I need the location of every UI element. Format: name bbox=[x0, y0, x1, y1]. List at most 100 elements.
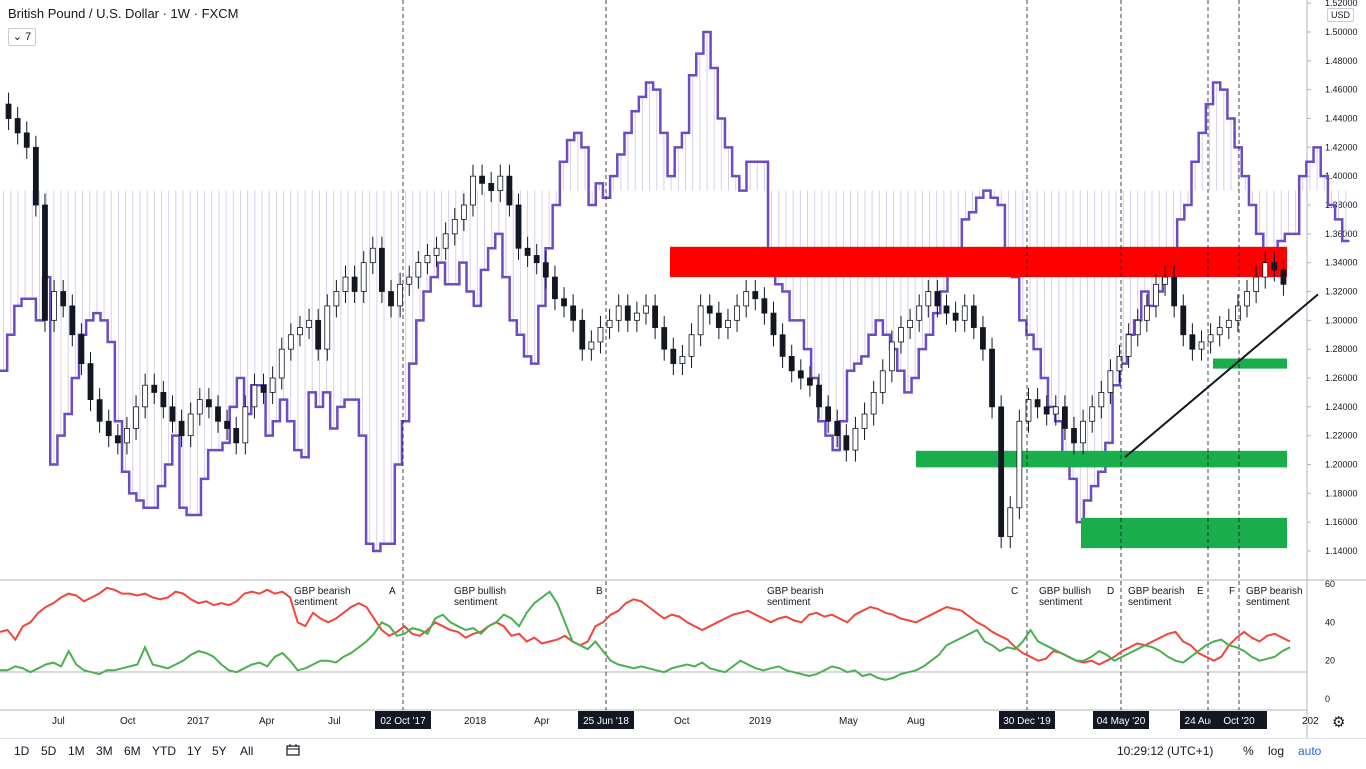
price-tick: 1.30000 bbox=[1325, 315, 1358, 325]
auto-toggle[interactable]: auto bbox=[1298, 744, 1322, 758]
log-toggle[interactable]: log bbox=[1268, 744, 1285, 758]
candle bbox=[1134, 319, 1141, 336]
time-tick: May bbox=[839, 716, 858, 727]
price-tick: 1.32000 bbox=[1325, 287, 1358, 297]
candle bbox=[215, 406, 221, 422]
candle bbox=[5, 103, 12, 119]
candle bbox=[233, 428, 240, 444]
candle bbox=[23, 132, 30, 148]
candle bbox=[1162, 276, 1168, 285]
candle bbox=[388, 291, 394, 307]
price-tick: 1.46000 bbox=[1325, 85, 1358, 95]
percent-toggle[interactable]: % bbox=[1243, 744, 1254, 758]
zone-support-2 bbox=[916, 450, 1287, 468]
timeframe-all[interactable]: All bbox=[240, 744, 254, 758]
osc-tick: 20 bbox=[1325, 656, 1335, 666]
candle bbox=[606, 319, 613, 328]
zone-support-3 bbox=[1081, 517, 1287, 549]
annotation-text: GBP bullish bbox=[1039, 586, 1091, 597]
candle bbox=[715, 312, 722, 328]
candle bbox=[69, 305, 76, 336]
candle bbox=[87, 363, 94, 401]
candle bbox=[497, 175, 504, 191]
annotation-text: GBP bearish bbox=[294, 586, 351, 597]
annotation-letter: B bbox=[596, 586, 603, 597]
annotation-text: sentiment bbox=[1128, 597, 1172, 608]
interval-dropdown[interactable]: ⌄ 7 bbox=[8, 28, 36, 46]
candle bbox=[205, 399, 212, 408]
annotation-text: GBP bearish bbox=[1128, 586, 1185, 597]
timeframe-6m[interactable]: 6M bbox=[124, 744, 141, 758]
time-marker-box bbox=[375, 711, 431, 729]
timeframe-1y[interactable]: 1Y bbox=[187, 744, 202, 758]
candle bbox=[1198, 341, 1205, 350]
candle bbox=[151, 384, 158, 393]
gear-icon[interactable]: ⚙ bbox=[1332, 714, 1346, 731]
annotation-letter: C bbox=[1011, 586, 1018, 597]
candle bbox=[406, 276, 413, 285]
candle bbox=[105, 420, 112, 437]
timeframe-5d[interactable]: 5D bbox=[41, 744, 57, 758]
candle bbox=[424, 255, 431, 264]
price-tick: 1.48000 bbox=[1325, 56, 1358, 66]
candle bbox=[907, 319, 913, 328]
candle bbox=[369, 247, 376, 264]
timeframe-ytd[interactable]: YTD bbox=[152, 744, 176, 758]
currency-badge[interactable]: USD bbox=[1327, 8, 1355, 22]
candle bbox=[242, 406, 249, 444]
annotation-letter: E bbox=[1197, 586, 1204, 597]
timeframe-1m[interactable]: 1M bbox=[68, 744, 85, 758]
candle bbox=[1007, 507, 1014, 537]
price-tick: 1.26000 bbox=[1325, 373, 1358, 383]
clock[interactable]: 10:29:12 (UTC+1) bbox=[1117, 744, 1214, 758]
candle bbox=[770, 312, 777, 336]
candle bbox=[597, 327, 604, 343]
candle bbox=[1116, 355, 1123, 372]
timeframe-3m[interactable]: 3M bbox=[96, 744, 113, 758]
annotation-letter: A bbox=[389, 586, 396, 597]
zone-resistance bbox=[670, 246, 1287, 278]
time-tick: Aug bbox=[907, 716, 925, 727]
timeframe-5y[interactable]: 5Y bbox=[212, 744, 227, 758]
candle bbox=[333, 291, 340, 307]
candle bbox=[251, 384, 258, 408]
candle bbox=[615, 305, 622, 321]
zone-support-1 bbox=[1213, 358, 1287, 369]
candle bbox=[552, 276, 558, 300]
calendar-icon[interactable] bbox=[286, 744, 300, 756]
candle bbox=[169, 406, 176, 422]
candle bbox=[269, 377, 276, 393]
candle bbox=[506, 175, 513, 206]
candle bbox=[324, 305, 331, 350]
candle bbox=[1253, 276, 1260, 292]
candle bbox=[779, 334, 786, 357]
candle bbox=[961, 305, 968, 321]
candle bbox=[133, 406, 139, 429]
candle bbox=[124, 428, 130, 444]
timeframe-1d[interactable]: 1D bbox=[14, 744, 30, 758]
time-tick: Jul bbox=[52, 716, 65, 727]
candle bbox=[807, 377, 813, 386]
candle bbox=[943, 305, 950, 314]
interval-value: 7 bbox=[25, 31, 32, 43]
candle bbox=[1143, 305, 1150, 321]
candle bbox=[187, 413, 194, 437]
price-tick: 1.18000 bbox=[1325, 488, 1358, 498]
time-tick: Oct bbox=[120, 716, 136, 727]
candle bbox=[196, 399, 203, 415]
time-marker-label: 25 Jun '18 bbox=[583, 716, 629, 727]
annotation-text: sentiment bbox=[454, 597, 498, 608]
candle bbox=[624, 305, 631, 321]
annotation-text: sentiment bbox=[294, 597, 338, 608]
candle bbox=[925, 291, 932, 307]
candle bbox=[998, 406, 1005, 537]
candle bbox=[797, 370, 804, 379]
candle bbox=[1016, 420, 1023, 509]
candle bbox=[1125, 334, 1132, 357]
time-marker-box bbox=[1093, 711, 1149, 729]
candle bbox=[278, 348, 285, 379]
candle bbox=[670, 348, 677, 364]
candle bbox=[306, 319, 312, 328]
candle bbox=[351, 276, 358, 292]
